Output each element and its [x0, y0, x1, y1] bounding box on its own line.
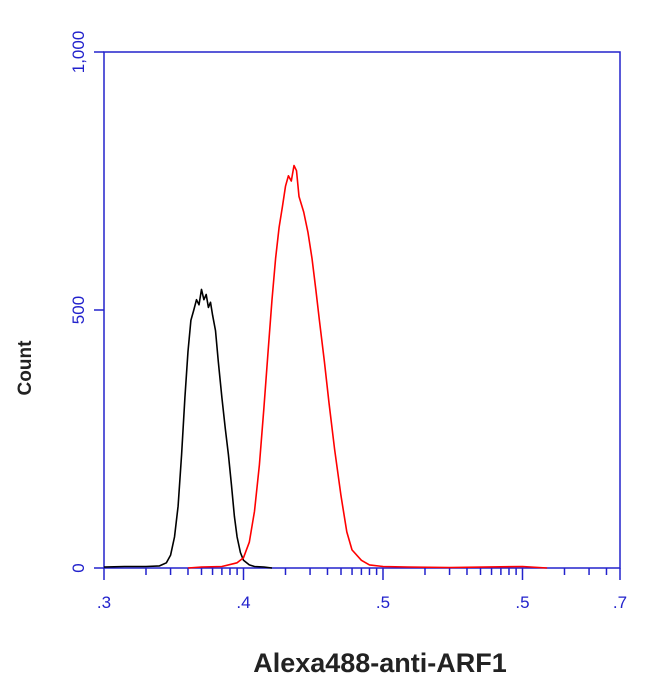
x-tick-label: .5 [376, 593, 390, 612]
y-tick-label: 500 [69, 296, 88, 324]
y-axis-ticks: 0 500 1,000 [69, 31, 104, 573]
x-tick-label: .3 [97, 593, 111, 612]
x-axis-title: Alexa488-anti-ARF1 [253, 648, 507, 678]
y-axis-title: Count [15, 340, 36, 396]
x-tick-label: .5 [515, 593, 529, 612]
x-axis-minor-ticks [145, 568, 608, 575]
x-tick-label: .7 [613, 593, 627, 612]
histogram-series-2 [187, 164, 548, 569]
x-axis-major-ticks: .3 .4 .5 .5 .7 [97, 568, 627, 612]
histogram-series-1 [103, 288, 273, 569]
y-tick-label: 0 [69, 563, 88, 572]
series-layer [103, 164, 548, 569]
x-tick-label: .4 [236, 593, 250, 612]
y-tick-label: 1,000 [69, 31, 88, 74]
